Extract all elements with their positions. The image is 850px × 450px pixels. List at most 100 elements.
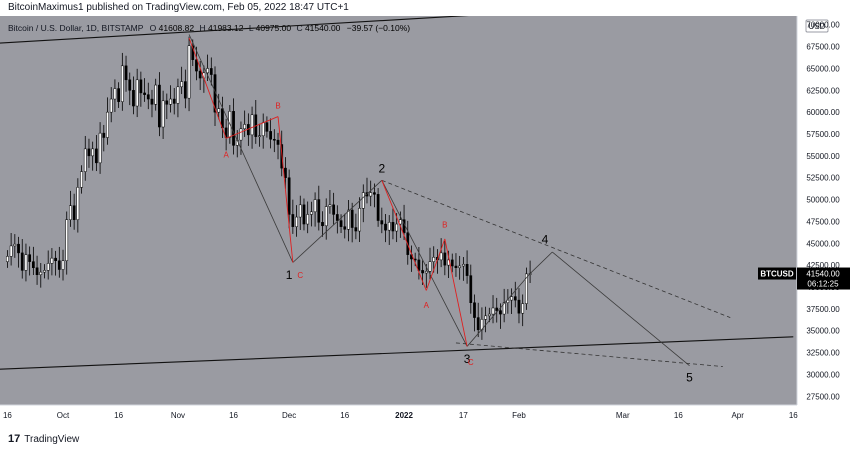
publish-header: BitcoinMaximus1 published on TradingView… xyxy=(0,0,850,16)
candle-body xyxy=(35,267,39,276)
candle-body xyxy=(28,254,32,262)
candle-body xyxy=(395,223,399,232)
candle-body xyxy=(510,296,513,301)
candle-body xyxy=(458,265,462,269)
candle-body xyxy=(335,214,339,221)
price-tick-label: 32500.00 xyxy=(806,349,840,358)
candle-body xyxy=(83,148,87,172)
candle-body xyxy=(317,199,321,223)
plot-background xyxy=(0,16,797,405)
candle-body xyxy=(350,209,354,228)
chart-container[interactable]: Bitcoin / U.S. Dollar, 1D, BITSTAMP O 41… xyxy=(0,0,850,426)
time-axis-ticks: 16 Oct 16 Nov 16 Dec 16 2022 17 Feb Mar 16 Apr 16 xyxy=(3,411,798,420)
price-axis-background xyxy=(797,16,850,426)
candle-body xyxy=(191,45,195,60)
currency-badge-box[interactable] xyxy=(805,19,829,33)
candle-body xyxy=(143,92,146,95)
candle-body xyxy=(43,270,46,273)
time-tick-label: Mar xyxy=(616,411,630,420)
candle-body xyxy=(313,199,317,213)
candle-body xyxy=(332,204,335,215)
wave-label-5: 5 xyxy=(686,370,693,384)
close-value: 41540.00 xyxy=(305,23,341,33)
candle-body xyxy=(499,310,502,315)
candle-body xyxy=(287,177,291,215)
candle-body xyxy=(373,192,376,195)
ticker-label: BTCUSD xyxy=(760,270,794,279)
wave-segment xyxy=(529,251,553,274)
tradingview-logo-icon[interactable]: 17 xyxy=(8,433,21,445)
candle-body xyxy=(302,204,306,225)
price-tick-label: 65000.00 xyxy=(806,64,840,73)
candle-body xyxy=(361,192,365,209)
candle-body xyxy=(50,257,54,264)
candle-body xyxy=(17,243,20,254)
candle-body xyxy=(95,148,98,164)
candle-body xyxy=(525,273,528,304)
candle-body xyxy=(98,132,102,164)
abc-label-a1: A xyxy=(223,151,229,160)
candle-body xyxy=(284,167,287,178)
price-tick-label: 67500.00 xyxy=(806,43,840,52)
candle-body xyxy=(139,79,143,94)
open-value: 41608.82 xyxy=(159,23,195,33)
candle-body xyxy=(206,68,209,74)
time-tick-label: Dec xyxy=(282,411,296,420)
candle-body xyxy=(61,260,65,270)
wave-label-4: 4 xyxy=(542,232,549,246)
candle-body xyxy=(109,98,113,113)
wave-segment xyxy=(292,180,383,263)
candle-body xyxy=(195,59,198,72)
candle-body xyxy=(354,227,358,232)
candle-body xyxy=(328,204,332,207)
price-tick-label: 62500.00 xyxy=(806,86,840,95)
price-chart[interactable]: Bitcoin / U.S. Dollar, 1D, BITSTAMP O 41… xyxy=(0,0,850,426)
candle-body xyxy=(91,148,95,157)
time-tick-label: 16 xyxy=(789,411,798,420)
candle-body xyxy=(146,94,150,100)
wave-segment xyxy=(381,180,468,347)
candle-body xyxy=(128,79,132,91)
candle-body xyxy=(32,261,35,269)
candle-body xyxy=(443,252,447,266)
tradingview-brand[interactable]: TradingView xyxy=(24,433,80,445)
candle-body xyxy=(387,222,391,231)
abc-label-c1: C xyxy=(297,271,303,280)
symbol-name: Bitcoin / U.S. Dollar, 1D, BITSTAMP xyxy=(8,23,144,33)
abc-label-b1: B xyxy=(275,102,280,111)
drawing-overlays: 1 2 3 4 5 A B C A B C xyxy=(0,0,794,384)
candle-body xyxy=(502,302,506,315)
wave-label-2: 2 xyxy=(378,161,385,175)
close-label: C xyxy=(296,23,302,33)
candle-body xyxy=(250,114,254,136)
candle-body xyxy=(347,209,350,230)
candle-body xyxy=(57,260,61,270)
candle-body xyxy=(298,204,302,218)
abc-segment xyxy=(277,116,294,263)
candle-body xyxy=(295,216,298,227)
time-tick-label: 16 xyxy=(114,411,123,420)
price-tick-label: 45000.00 xyxy=(806,239,840,248)
candle-body xyxy=(391,222,395,232)
candle-body xyxy=(187,45,191,99)
candle-body xyxy=(276,139,280,145)
candle-body xyxy=(462,264,465,267)
candle-body xyxy=(265,122,269,132)
candle-body xyxy=(20,252,24,271)
price-tick-label: 55000.00 xyxy=(806,152,840,161)
change-value: −39.57 (−0.10%) xyxy=(347,23,410,33)
candle-body xyxy=(324,206,328,227)
currency-badge[interactable]: USD xyxy=(809,22,826,31)
time-tick-label: Oct xyxy=(57,411,70,420)
candle-body xyxy=(369,192,373,197)
candle-body xyxy=(113,88,117,100)
candle-body xyxy=(46,263,50,271)
abc-segment xyxy=(225,116,279,139)
candle-body xyxy=(54,257,57,262)
candle-body xyxy=(13,243,17,247)
countdown-label: 06:12:25 xyxy=(807,280,839,289)
candle-body xyxy=(358,208,361,232)
price-tick-label: 70000.00 xyxy=(806,21,840,30)
candle-body xyxy=(217,108,221,113)
candle-body xyxy=(165,100,169,105)
